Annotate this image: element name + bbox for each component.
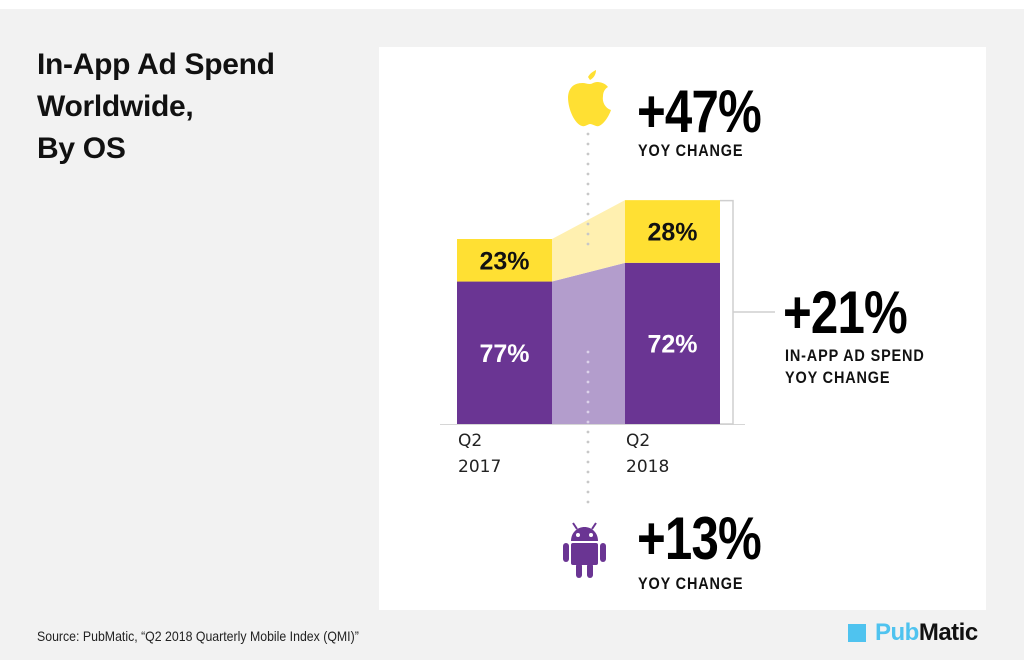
ios-change-caption: YOY CHANGE — [638, 141, 744, 160]
label-ios-q2-2018: 28% — [647, 218, 697, 246]
android-change-value: +13% — [637, 505, 762, 572]
page-title: In-App Ad Spend Worldwide, By OS — [37, 44, 275, 170]
x-label-q2-2018: Q2 2018 — [626, 428, 669, 480]
connectors — [552, 200, 625, 424]
android-guide-dot — [586, 500, 590, 504]
ios-guide-dot — [586, 232, 590, 236]
title-line-3: By OS — [37, 132, 126, 165]
top-strip — [0, 0, 1024, 9]
pubmatic-logo: PubMatic — [848, 619, 978, 647]
android-connector-band — [552, 262, 625, 424]
android-icon — [563, 522, 606, 578]
ios-guide-dot — [586, 242, 590, 246]
total-change-value: +21% — [783, 279, 908, 346]
total-bracket — [720, 199, 734, 425]
x-label-q2-2018-line-1: Q2 — [626, 431, 651, 451]
android-guide-dot — [586, 360, 590, 364]
ios-change-value: +47% — [637, 78, 762, 145]
apple-icon — [568, 70, 611, 127]
label-android-q2-2018: 72% — [647, 330, 697, 358]
x-label-q2-2017: Q2 2017 — [458, 428, 501, 480]
ios-guide-dot — [586, 172, 590, 176]
android-guide-dot — [586, 430, 590, 434]
android-guide-dot — [586, 460, 590, 464]
android-change-caption: YOY CHANGE — [638, 574, 744, 593]
android-guide-dot — [586, 470, 590, 474]
ios-guide-dot — [586, 192, 590, 196]
label-ios-q2-2017: 23% — [479, 247, 529, 275]
bar-android-q2-2018 — [625, 262, 720, 424]
bar-ios-q2-2018 — [625, 200, 720, 263]
source-note: Source: PubMatic, “Q2 2018 Quarterly Mob… — [37, 628, 359, 644]
bar-ios-q2-2017 — [457, 239, 552, 282]
bars — [457, 200, 720, 424]
ios-guide-dot — [586, 162, 590, 166]
ios-guide-dot — [586, 182, 590, 186]
bar-android-q2-2017 — [457, 281, 552, 424]
android-guide-dot — [586, 450, 590, 454]
android-guide-dot — [586, 420, 590, 424]
android-guide-dot — [586, 380, 590, 384]
ios-guide-dot — [586, 212, 590, 216]
x-label-q2-2018-line-2: 2018 — [626, 457, 670, 477]
x-label-q2-2017-line-1: Q2 — [458, 431, 483, 451]
android-guide-dot — [586, 480, 590, 484]
ios-guide-dot — [586, 142, 590, 146]
logo-wordmark: PubMatic — [875, 619, 978, 647]
ios-guide-dot — [586, 152, 590, 156]
ios-connector-band — [552, 200, 625, 282]
android-guide-dot — [586, 440, 590, 444]
title-line-2: Worldwide, — [37, 90, 194, 123]
ios-guide-dot — [586, 132, 590, 136]
total-change-caption-2: YOY CHANGE — [785, 368, 891, 387]
ios-guide-dot — [586, 202, 590, 206]
bar-labels: 23% 77% 28% 72% — [479, 218, 697, 367]
android-guide-dot — [586, 400, 590, 404]
android-guide-dot — [586, 490, 590, 494]
android-guide-dot — [586, 370, 590, 374]
label-android-q2-2017: 77% — [479, 340, 529, 368]
ios-guide-dot — [586, 222, 590, 226]
title-line-1: In-App Ad Spend — [37, 48, 275, 81]
android-guide-dot — [586, 350, 590, 354]
total-change-caption-1: IN-APP AD SPEND — [785, 346, 925, 365]
logo-pub: Pub — [875, 619, 919, 646]
android-guide-dot — [586, 390, 590, 394]
android-guide-dot — [586, 410, 590, 414]
logo-matic: Matic — [918, 619, 978, 646]
x-label-q2-2017-line-2: 2017 — [458, 457, 502, 477]
logo-square-icon — [848, 624, 866, 642]
guides — [440, 132, 775, 504]
